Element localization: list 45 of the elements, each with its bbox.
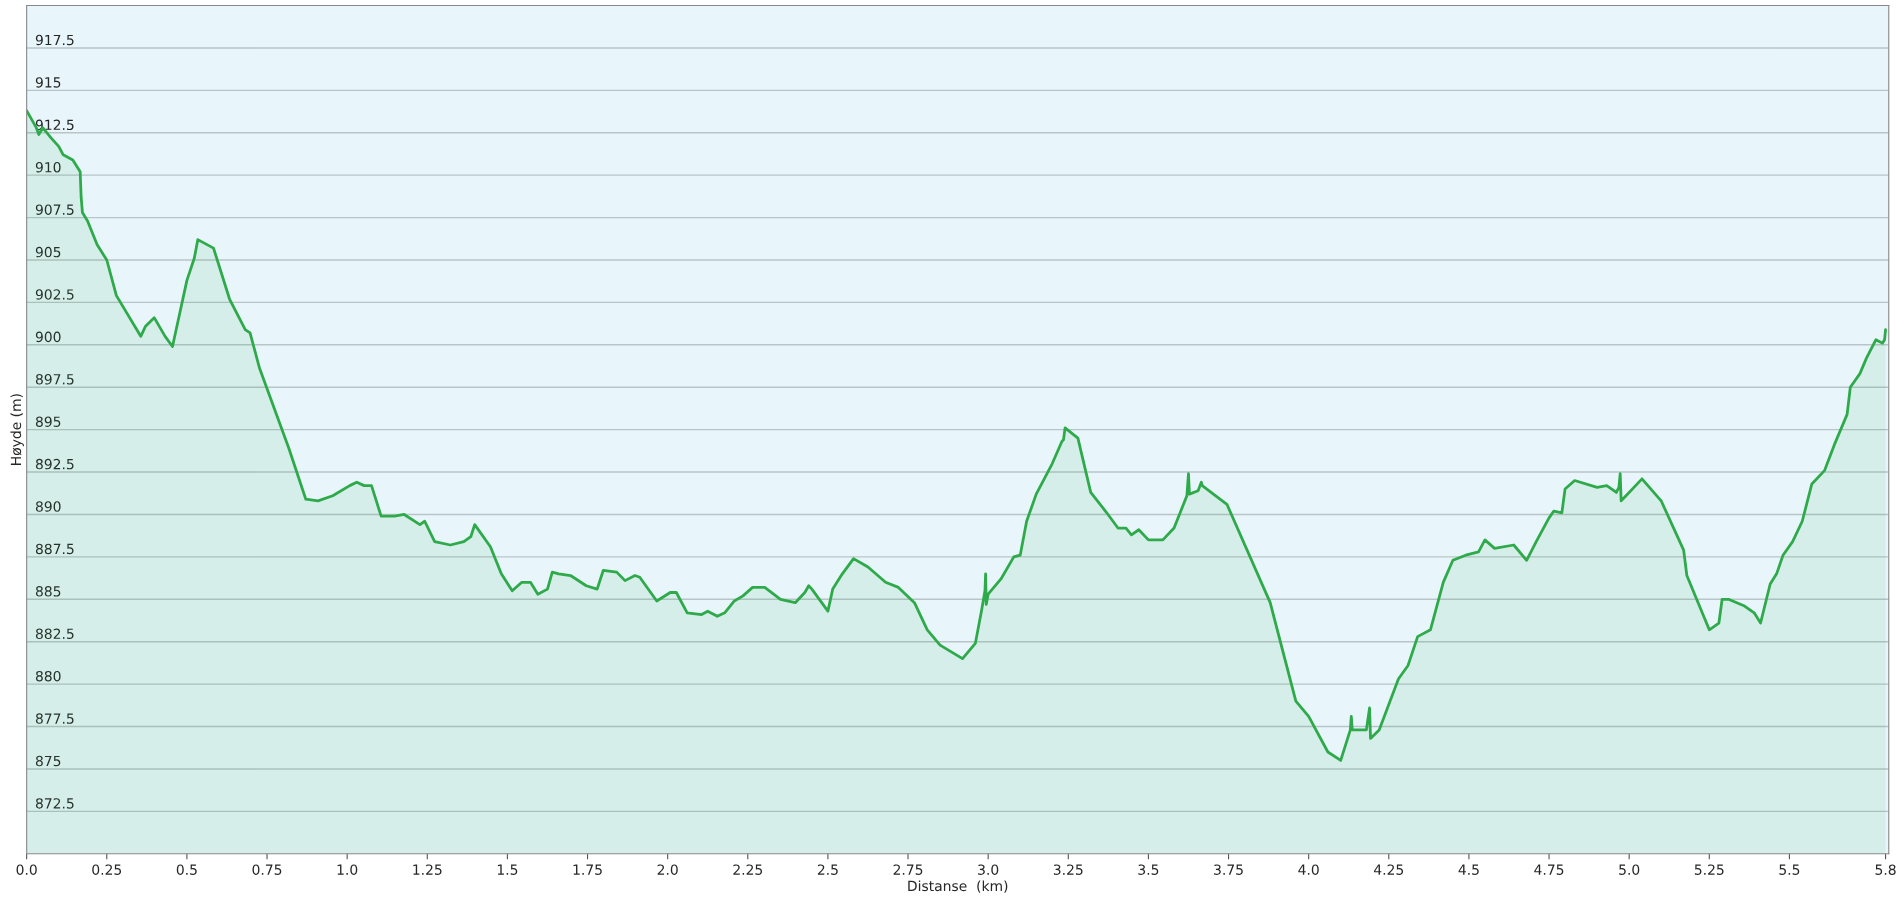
y-tick-label: 905 (35, 246, 61, 258)
x-tick-label: 2.5 (817, 864, 838, 875)
y-tick-label: 872.5 (35, 798, 74, 809)
x-tick-label: 3.75 (1214, 864, 1243, 875)
x-tick-label: 5.0 (1619, 864, 1640, 875)
y-tick-label: 910 (35, 161, 61, 173)
x-tick-label: 5.8 (1875, 864, 1896, 875)
x-tick-label: 1.0 (337, 864, 358, 875)
x-tick-label: 0.5 (176, 864, 197, 875)
y-tick-label: 892.5 (35, 458, 74, 470)
y-tick-label: 917.5 (35, 34, 74, 46)
x-tick-label: 1.25 (413, 864, 442, 875)
y-tick-label: 895 (35, 416, 61, 427)
x-tick-label: 3.0 (978, 864, 999, 875)
x-tick-label: 4.25 (1374, 864, 1404, 875)
x-tick-label: 0.75 (252, 864, 282, 875)
y-tick-label: 875 (35, 755, 61, 767)
y-tick-label: 902.5 (35, 289, 74, 300)
x-tick-label: 4.0 (1298, 864, 1319, 875)
y-tick-label: 882.5 (35, 628, 74, 640)
y-tick-label: 897.5 (35, 374, 74, 385)
x-tick-label: 1.75 (573, 864, 602, 875)
x-tick-label: 1.5 (497, 864, 518, 875)
x-tick-label: 3.25 (1053, 864, 1083, 875)
x-tick-label: 2.0 (657, 864, 678, 875)
x-tick-label: 2.25 (733, 864, 763, 875)
x-tick-label: 4.75 (1534, 864, 1564, 875)
y-tick-label: 890 (35, 501, 61, 512)
x-tick-label: 3.5 (1138, 864, 1159, 875)
x-tick-label: 4.5 (1458, 864, 1479, 875)
y-tick-label: 915 (35, 77, 61, 88)
x-tick-label: 5.25 (1694, 864, 1724, 875)
y-tick-label: 907.5 (35, 204, 74, 215)
x-tick-label: 2.75 (893, 864, 923, 875)
y-tick-label: 912.5 (35, 119, 74, 131)
x-axis-title: Distanse (km) (908, 880, 1008, 893)
x-tick-label: 0.25 (92, 864, 122, 875)
y-tick-label: 880 (35, 670, 61, 682)
y-tick-label: 887.5 (35, 543, 74, 555)
y-tick-label: 877.5 (35, 713, 74, 724)
y-axis-title: Høyde (m) (10, 394, 24, 465)
x-tick-label: 5.5 (1779, 864, 1800, 875)
x-tick-label: 0.0 (16, 864, 37, 875)
y-tick-label: 885 (35, 586, 61, 597)
y-tick-label: 900 (35, 331, 61, 343)
